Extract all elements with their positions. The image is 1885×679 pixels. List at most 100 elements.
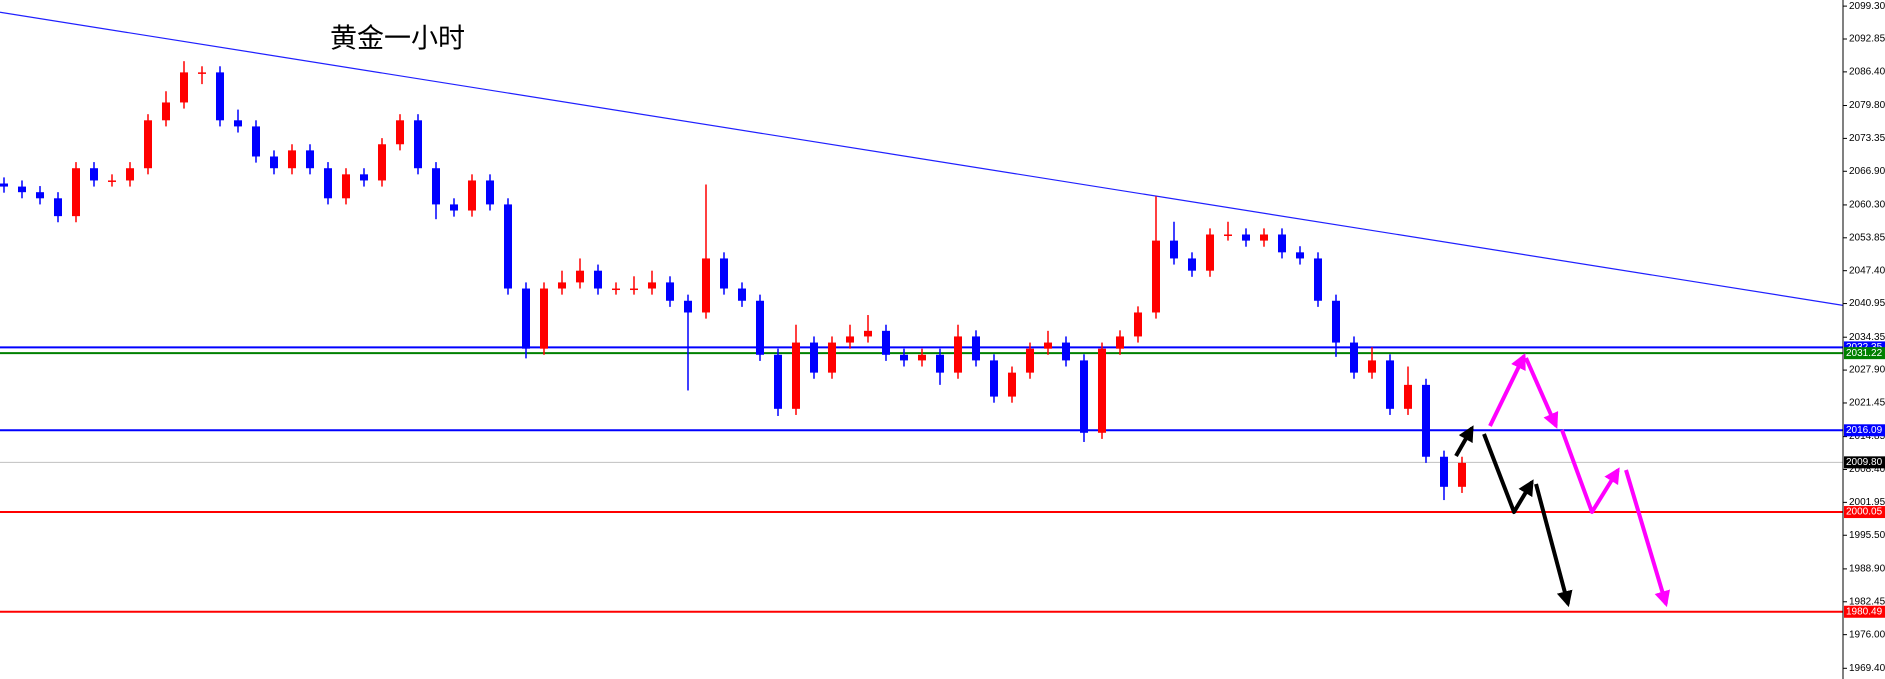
candle-body bbox=[1296, 252, 1304, 259]
candle-body bbox=[198, 72, 206, 74]
price-level-label: 1980.49 bbox=[1846, 606, 1883, 617]
candle-body bbox=[1242, 234, 1250, 241]
chart-title: 黄金一小时 bbox=[330, 24, 465, 55]
y-tick-label: 2047.40 bbox=[1849, 265, 1885, 276]
candle-body bbox=[162, 102, 170, 121]
candle-body bbox=[108, 180, 116, 182]
y-tick-label: 2086.40 bbox=[1849, 67, 1885, 78]
price-level-tag bbox=[1844, 456, 1885, 469]
candle-body bbox=[1332, 300, 1340, 343]
candle-body bbox=[1170, 240, 1178, 259]
candle-body bbox=[1224, 234, 1232, 236]
price-level-label: 2016.09 bbox=[1846, 425, 1883, 436]
candle-body bbox=[954, 336, 962, 373]
candle-body bbox=[1026, 348, 1034, 373]
y-tick-label: 2027.90 bbox=[1849, 365, 1885, 376]
candle-body bbox=[558, 282, 566, 289]
price-level-tag bbox=[1844, 347, 1885, 360]
magenta-arrow bbox=[1524, 357, 1559, 429]
y-tick-label: 2092.85 bbox=[1849, 34, 1885, 45]
y-tick-label: 1982.45 bbox=[1849, 596, 1885, 607]
candle-body bbox=[450, 204, 458, 211]
candle-body bbox=[18, 186, 26, 193]
black-arrow bbox=[1534, 483, 1573, 608]
price-level-tag bbox=[1844, 605, 1885, 618]
candle-body bbox=[72, 168, 80, 217]
candle-body bbox=[414, 120, 422, 169]
candle-body bbox=[0, 183, 8, 187]
candle-body bbox=[1458, 462, 1466, 487]
candle-body bbox=[1350, 342, 1358, 373]
trendline bbox=[0, 11, 1844, 306]
candle-body bbox=[972, 336, 980, 361]
candle-body bbox=[270, 156, 278, 169]
candle-body bbox=[1188, 258, 1196, 271]
y-tick-label: 1969.40 bbox=[1849, 663, 1885, 674]
candle-body bbox=[522, 288, 530, 349]
plot-area bbox=[0, 11, 1844, 613]
y-tick-label: 1995.50 bbox=[1849, 530, 1885, 541]
candle-body bbox=[1422, 384, 1430, 457]
candle-body bbox=[594, 270, 602, 289]
candle-body bbox=[1044, 342, 1052, 349]
y-tick-label: 1988.90 bbox=[1849, 564, 1885, 575]
candle-body bbox=[324, 168, 332, 199]
candle-body bbox=[1260, 234, 1268, 241]
price-level-label: 2009.80 bbox=[1846, 457, 1883, 468]
candle-body bbox=[1314, 258, 1322, 301]
price-level-label: 2031.22 bbox=[1846, 348, 1883, 359]
candle-body bbox=[810, 342, 818, 373]
candle-body bbox=[900, 354, 908, 361]
candle-body bbox=[738, 288, 746, 301]
candle-body bbox=[1152, 240, 1160, 313]
candle-body bbox=[468, 180, 476, 211]
candle-body bbox=[378, 144, 386, 181]
price-level-tag bbox=[1844, 506, 1885, 519]
candle-body bbox=[918, 354, 926, 361]
y-tick-label: 2014.85 bbox=[1849, 431, 1885, 442]
candle-body bbox=[666, 282, 674, 301]
candle-body bbox=[648, 282, 656, 289]
candle-body bbox=[720, 258, 728, 289]
candle-body bbox=[1440, 456, 1448, 487]
black-arrow bbox=[1454, 425, 1474, 457]
candle-body bbox=[144, 120, 152, 169]
candle-body bbox=[396, 120, 404, 145]
candle-body bbox=[1062, 342, 1070, 361]
candle-body bbox=[1134, 312, 1142, 337]
y-tick-label: 2079.80 bbox=[1849, 100, 1885, 111]
candle-body bbox=[432, 168, 440, 205]
candle-body bbox=[216, 72, 224, 121]
y-tick-label: 2073.35 bbox=[1849, 133, 1885, 144]
candle-body bbox=[612, 288, 620, 291]
candle-body bbox=[990, 360, 998, 397]
candle-body bbox=[828, 342, 836, 373]
y-tick-label: 2040.95 bbox=[1849, 298, 1885, 309]
candle-body bbox=[1206, 234, 1214, 271]
candle-body bbox=[684, 300, 692, 313]
magenta-arrow bbox=[1488, 353, 1526, 427]
candle-body bbox=[540, 288, 548, 349]
candle-body bbox=[54, 198, 62, 217]
y-tick-label: 2008.40 bbox=[1849, 464, 1885, 475]
candle-body bbox=[90, 168, 98, 181]
candle-body bbox=[1404, 384, 1412, 409]
candle-body bbox=[180, 72, 188, 103]
candle-body bbox=[792, 342, 800, 409]
candle-body bbox=[504, 204, 512, 289]
projection-arrows bbox=[1454, 353, 1671, 608]
candle-body bbox=[702, 258, 710, 313]
candle-body bbox=[1008, 372, 1016, 397]
candle-body bbox=[1386, 360, 1394, 409]
candle-body bbox=[288, 150, 296, 169]
candle-body bbox=[126, 168, 134, 181]
candle-body bbox=[882, 330, 890, 355]
candle-body bbox=[576, 270, 584, 283]
magenta-arrow bbox=[1624, 469, 1671, 608]
black-arrow bbox=[1482, 433, 1534, 514]
candle-body bbox=[1116, 336, 1124, 349]
candle-body bbox=[1098, 348, 1106, 433]
y-tick-label: 2001.95 bbox=[1849, 497, 1885, 508]
